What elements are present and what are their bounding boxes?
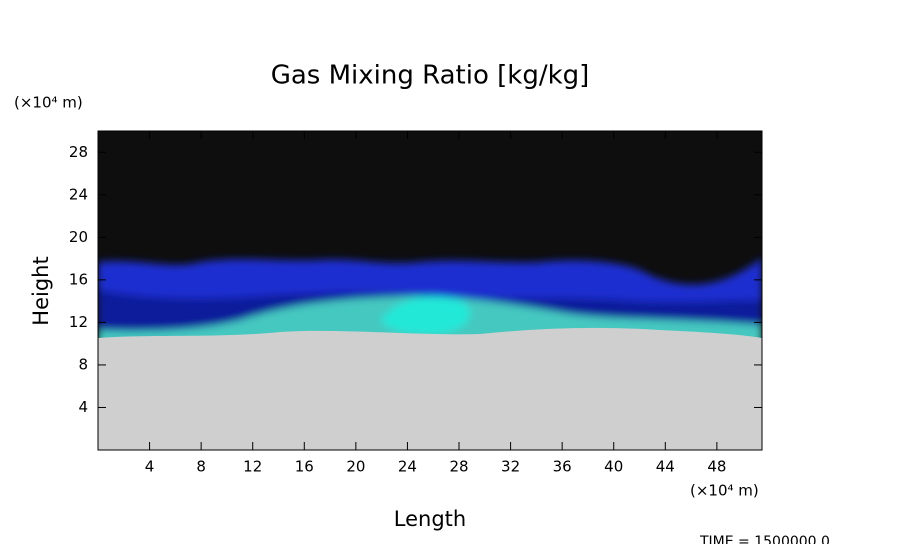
time-label: TIME = 1500000.0 [699, 534, 830, 544]
x-tick-label: 44 [656, 458, 675, 476]
x-tick-label: 12 [243, 458, 262, 476]
x-tick-label: 4 [145, 458, 155, 476]
y-tick-label: 4 [78, 398, 88, 416]
x-tick-label: 48 [707, 458, 726, 476]
y-tick-label: 16 [69, 270, 88, 288]
y-tick-label: 28 [69, 143, 88, 161]
y-axis-label: Height [29, 256, 53, 325]
x-tick-label: 40 [604, 458, 623, 476]
x-unit: (×10⁴ m) [690, 482, 759, 500]
x-tick-label: 20 [346, 458, 365, 476]
y-unit: (×10⁴ m) [14, 94, 83, 112]
x-tick-label: 32 [501, 458, 520, 476]
x-tick-label: 8 [196, 458, 206, 476]
y-tick-label: 8 [78, 355, 88, 373]
x-axis-label: Length [394, 507, 466, 531]
chart-title: Gas Mixing Ratio [kg/kg] [271, 61, 590, 91]
y-tick-label: 12 [69, 313, 88, 331]
x-tick-label: 28 [449, 458, 468, 476]
y-tick-label: 24 [69, 185, 88, 203]
x-tick-label: 16 [295, 458, 314, 476]
field-image [98, 131, 762, 450]
x-tick-label: 24 [398, 458, 417, 476]
x-tick-label: 36 [553, 458, 572, 476]
y-tick-label: 20 [69, 228, 88, 246]
plot-frame [97, 130, 763, 451]
